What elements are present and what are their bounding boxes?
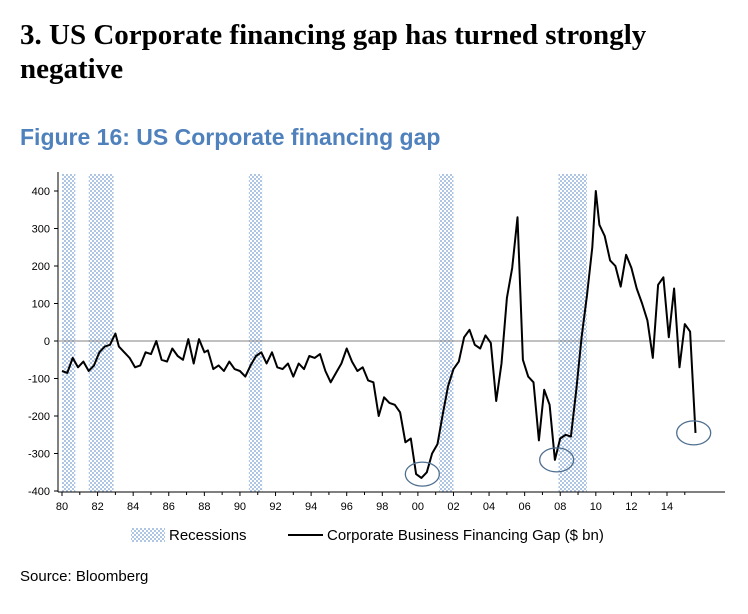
x-tick-label: 92 [269,501,281,513]
x-tick-label: 12 [625,501,637,513]
x-tick-label: 90 [234,501,246,513]
recession-bands [62,174,587,492]
x-tick-label: 80 [56,501,68,513]
y-tick-label: -100 [28,374,50,386]
source-note: Source: Bloomberg [20,568,149,585]
y-tick-label: -300 [28,449,50,461]
x-tick-label: 02 [447,501,459,513]
recession-band-0 [62,174,76,492]
y-tick-label: 0 [44,336,50,348]
y-tick-label: 200 [32,261,50,273]
x-tick-label: 94 [305,501,317,513]
legend-recessions-swatch [131,528,165,542]
x-tick-label: 88 [198,501,210,513]
x-tick-label: 10 [590,501,602,513]
x-tick-label: 98 [376,501,388,513]
y-tick-label: -400 [28,486,50,498]
legend: Recessions Corporate Business Financing G… [131,527,604,544]
highlight-circle-0 [404,461,440,487]
y-tick-label: 300 [32,224,50,236]
x-tick-label: 04 [483,501,495,513]
legend-series-label: Corporate Business Financing Gap ($ bn) [327,527,604,544]
y-tick-label: 100 [32,299,50,311]
x-tick-label: 86 [163,501,175,513]
figure-title: Figure 16: US Corporate financing gap [20,124,441,150]
x-tick-label: 06 [519,501,531,513]
series-layer [61,190,697,479]
x-tick-label: 14 [661,501,673,513]
x-tick-label: 00 [412,501,424,513]
x-tick-label: 82 [91,501,103,513]
recession-band-1 [88,174,114,492]
x-tick-label: 08 [554,501,566,513]
x-tick-label: 96 [341,501,353,513]
recession-band-2 [248,174,263,492]
highlight-circles [404,420,712,487]
highlight-circle-1 [539,447,575,473]
recession-band-3 [439,174,454,492]
y-tick-label: -200 [28,411,50,423]
x-tick-label: 84 [127,501,139,513]
series-line-0 [61,190,697,479]
y-tick-label: 400 [32,186,50,198]
legend-recessions-label: Recessions [169,527,247,544]
headline: 3. US Corporate financing gap has turned… [20,19,647,85]
highlight-circle-2 [676,420,712,446]
